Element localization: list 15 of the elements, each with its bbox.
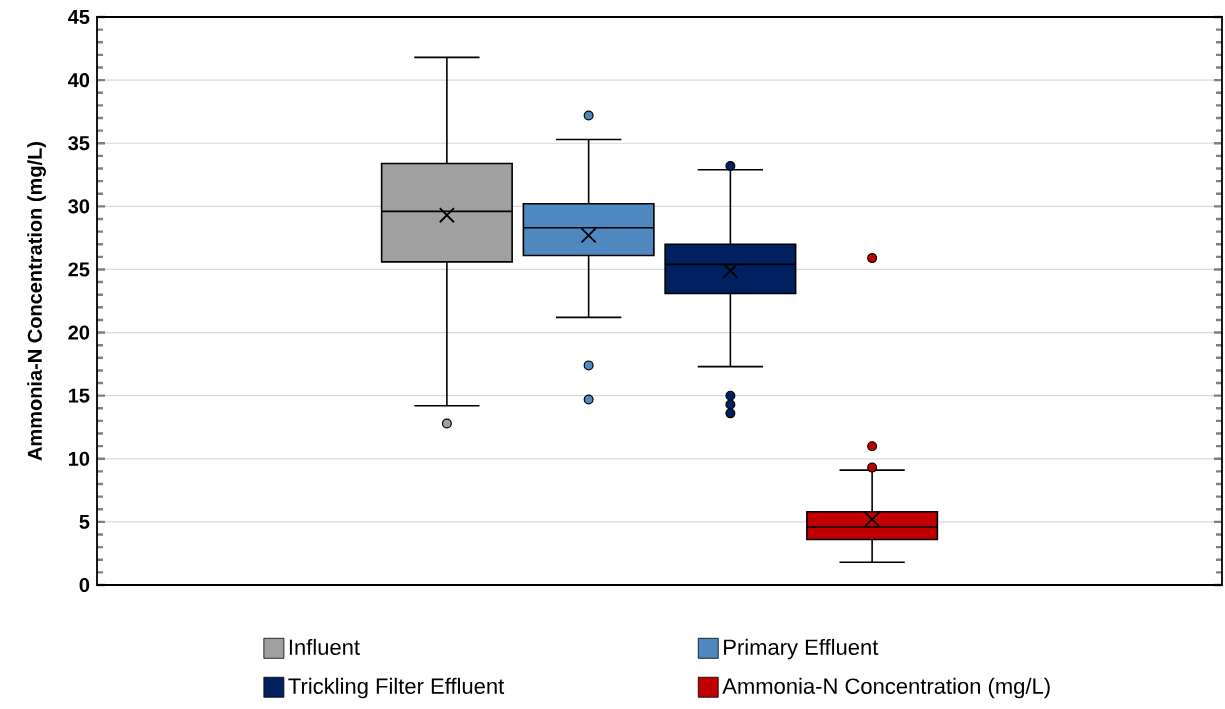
y-tick-label: 35: [68, 136, 90, 151]
y-tick-label: 15: [68, 388, 90, 403]
y-tick-label: 40: [68, 73, 90, 88]
legend-label: Primary Effluent: [724, 638, 879, 660]
legend-label: Influent: [289, 638, 360, 655]
y-tick-label: 5: [79, 514, 90, 529]
y-tick-label: 10: [68, 451, 90, 466]
y-tick-label: 0: [79, 577, 90, 593]
y-tick-label: 45: [68, 10, 90, 24]
y-tick-label: 30: [68, 199, 90, 214]
legend-label: Trickling Filter Effluent: [288, 677, 505, 699]
y-tick-label: 25: [68, 262, 90, 277]
y-axis-title: Ammonia-N Concentration (mg/L): [27, 142, 46, 461]
legend-label: Ammonia-N Concentration (mg/L): [722, 677, 1050, 699]
y-tick-label: 20: [68, 325, 90, 340]
